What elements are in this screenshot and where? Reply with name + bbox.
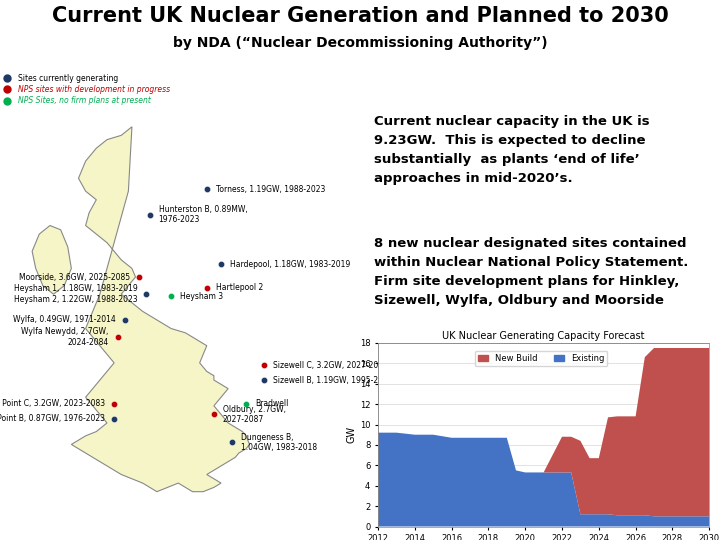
- Text: Dungeness B,
1.04GW, 1983-2018: Dungeness B, 1.04GW, 1983-2018: [240, 433, 317, 452]
- Text: Hartlepool 2: Hartlepool 2: [216, 284, 263, 292]
- Text: Hunterston B, 0.89MW,
1976-2023: Hunterston B, 0.89MW, 1976-2023: [158, 205, 248, 225]
- Text: Bradwell: Bradwell: [255, 399, 288, 408]
- Text: Torness, 1.19GW, 1988-2023: Torness, 1.19GW, 1988-2023: [216, 185, 325, 193]
- Text: by NDA (“Nuclear Decommissioning Authority”): by NDA (“Nuclear Decommissioning Authori…: [173, 36, 547, 50]
- Text: 8 new nuclear designated sites contained
within Nuclear National Policy Statemen: 8 new nuclear designated sites contained…: [374, 238, 688, 307]
- Text: NPS sites with development in progress: NPS sites with development in progress: [18, 85, 170, 94]
- Text: Current UK Nuclear Generation and Planned to 2030: Current UK Nuclear Generation and Planne…: [52, 6, 668, 26]
- Text: Sizewell C, 3.2GW, 2027-2087: Sizewell C, 3.2GW, 2027-2087: [273, 361, 387, 369]
- Text: Heysham 1, 1.18GW, 1983-2019
Heysham 2, 1.22GW, 1988-2023: Heysham 1, 1.18GW, 1983-2019 Heysham 2, …: [14, 285, 138, 304]
- Text: Current nuclear capacity in the UK is
9.23GW.  This is expected to decline
subst: Current nuclear capacity in the UK is 9.…: [374, 115, 650, 185]
- Text: Sizewell B, 1.19GW, 1995-2035: Sizewell B, 1.19GW, 1995-2035: [273, 375, 392, 384]
- Polygon shape: [71, 127, 250, 491]
- Title: UK Nuclear Generating Capacity Forecast: UK Nuclear Generating Capacity Forecast: [442, 330, 645, 341]
- Legend: New Build, Existing: New Build, Existing: [475, 351, 608, 367]
- Y-axis label: GW: GW: [347, 426, 357, 443]
- Text: Heysham 3: Heysham 3: [180, 292, 223, 301]
- Text: Hardepool, 1.18GW, 1983-2019: Hardepool, 1.18GW, 1983-2019: [230, 260, 350, 268]
- Text: Hinkley Point C, 3.2GW, 2023-2083: Hinkley Point C, 3.2GW, 2023-2083: [0, 399, 105, 408]
- Text: Hinkley Point B, 0.87GW, 1976-2023: Hinkley Point B, 0.87GW, 1976-2023: [0, 414, 105, 423]
- Text: Moorside, 3.6GW, 2025-2085: Moorside, 3.6GW, 2025-2085: [19, 273, 130, 281]
- Text: Wylfa Newydd, 2.7GW,
2024-2084: Wylfa Newydd, 2.7GW, 2024-2084: [22, 327, 109, 347]
- Text: Sites currently generating: Sites currently generating: [18, 73, 118, 83]
- Polygon shape: [32, 226, 71, 294]
- Text: Oldbury, 2.7GW,
2027-2087: Oldbury, 2.7GW, 2027-2087: [222, 404, 286, 424]
- Text: Wylfa, 0.49GW, 1971-2014: Wylfa, 0.49GW, 1971-2014: [13, 315, 116, 325]
- Text: NPS Sites, no firm plans at present: NPS Sites, no firm plans at present: [18, 96, 151, 105]
